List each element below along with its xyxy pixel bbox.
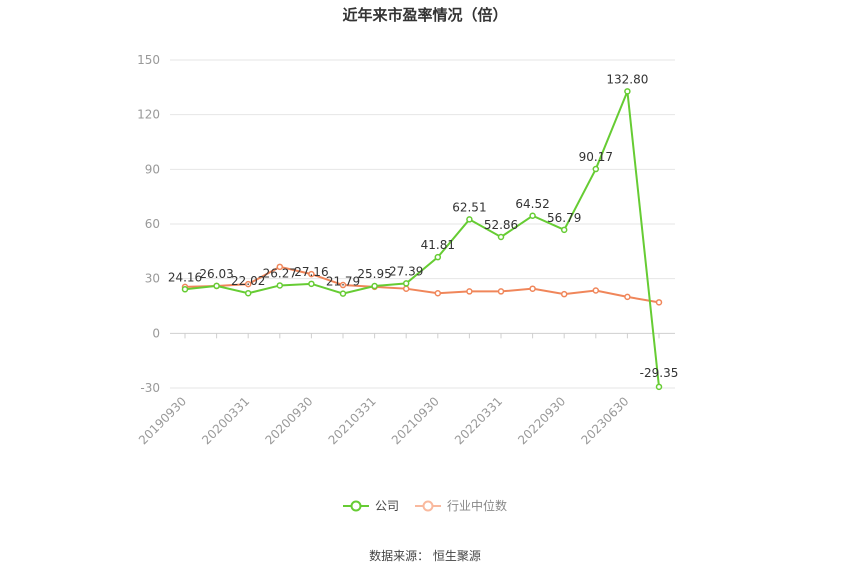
x-tick-label: 20200331 <box>199 394 252 447</box>
data-point <box>466 288 473 295</box>
data-point <box>308 270 315 278</box>
data-labels: 24.1626.0322.0226.2727.1621.7925.9527.39… <box>168 72 679 379</box>
data-label: 41.81 <box>421 238 455 252</box>
data-point <box>497 233 505 241</box>
data-point <box>560 290 568 298</box>
x-axis: 20190930 20200331 20200930 20210331 20210930… <box>136 333 660 447</box>
data-label: 90.17 <box>579 150 613 164</box>
data-label: 64.52 <box>515 197 549 211</box>
x-tick-label: 20220331 <box>452 394 505 447</box>
data-label: 22.02 <box>231 274 265 288</box>
series-line <box>184 265 660 304</box>
data-point <box>655 383 663 391</box>
y-tick-label: 0 <box>152 326 160 340</box>
data-point <box>244 289 252 297</box>
y-tick-label: -30 <box>140 381 160 395</box>
legend-marker-company <box>342 500 369 511</box>
data-point <box>466 216 473 223</box>
data-label: 52.86 <box>484 218 518 232</box>
data-point <box>655 299 663 306</box>
data-point <box>624 88 631 95</box>
data-label: 25.95 <box>357 267 391 281</box>
data-point <box>529 212 536 220</box>
data-label: 21.79 <box>326 275 360 289</box>
data-point <box>276 263 284 271</box>
y-axis: -30 0 30 60 90 120 150 <box>137 53 160 395</box>
data-point <box>529 285 536 292</box>
data-label: 24.16 <box>168 270 202 284</box>
data-point <box>244 280 252 288</box>
data-label: 62.51 <box>452 200 486 214</box>
data-label: 27.16 <box>294 265 328 279</box>
data-label: 26.27 <box>263 266 297 280</box>
data-point <box>497 288 505 295</box>
legend-label-company: 公司 <box>374 499 399 513</box>
y-tick-label: 150 <box>137 53 160 67</box>
source-note: 数据来源： 恒生聚源 <box>369 549 481 563</box>
line-chart: -30 0 30 60 90 120 150 20190930 20200331 2020093… <box>136 53 679 447</box>
series-group <box>181 88 663 391</box>
x-tick-label: 20210930 <box>389 394 442 447</box>
legend-marker-industry <box>415 500 441 511</box>
data-point <box>276 282 284 289</box>
legend: 公司 行业中位数 <box>0 497 850 514</box>
data-point <box>434 289 442 297</box>
legend-item-company[interactable]: 公司 <box>342 497 399 514</box>
data-point <box>213 282 220 290</box>
data-label: 132.80 <box>606 72 648 86</box>
y-tick-label: 90 <box>145 162 160 176</box>
x-tick-label: 20190930 <box>136 394 189 447</box>
data-point <box>592 287 600 294</box>
grid-lines <box>170 59 675 389</box>
data-point <box>592 165 600 173</box>
data-point <box>339 290 347 297</box>
data-point <box>308 280 315 288</box>
y-tick-label: 30 <box>145 272 160 286</box>
x-tick-label: 20210331 <box>326 394 379 447</box>
y-tick-label: 60 <box>145 217 160 231</box>
data-point <box>402 285 410 292</box>
y-tick-label: 120 <box>137 108 160 122</box>
data-point <box>181 286 189 293</box>
data-label: 56.79 <box>547 211 581 225</box>
data-label: 26.03 <box>199 267 233 281</box>
data-label: -29.35 <box>640 366 679 380</box>
data-label: 27.39 <box>389 264 423 278</box>
x-tick-label: 20220930 <box>515 394 568 447</box>
data-point <box>402 280 410 287</box>
chart-title: 近年来市盈率情况（倍） <box>342 6 508 24</box>
data-point <box>339 281 347 289</box>
data-point <box>371 282 378 290</box>
data-point <box>434 253 442 261</box>
series-line <box>184 90 660 387</box>
data-point <box>560 226 568 234</box>
x-tick-label: 20230630 <box>578 394 631 447</box>
x-tick-label: 20200930 <box>262 394 315 447</box>
legend-label-industry: 行业中位数 <box>447 499 508 513</box>
data-point <box>624 293 631 301</box>
legend-item-industry[interactable]: 行业中位数 <box>415 497 507 514</box>
